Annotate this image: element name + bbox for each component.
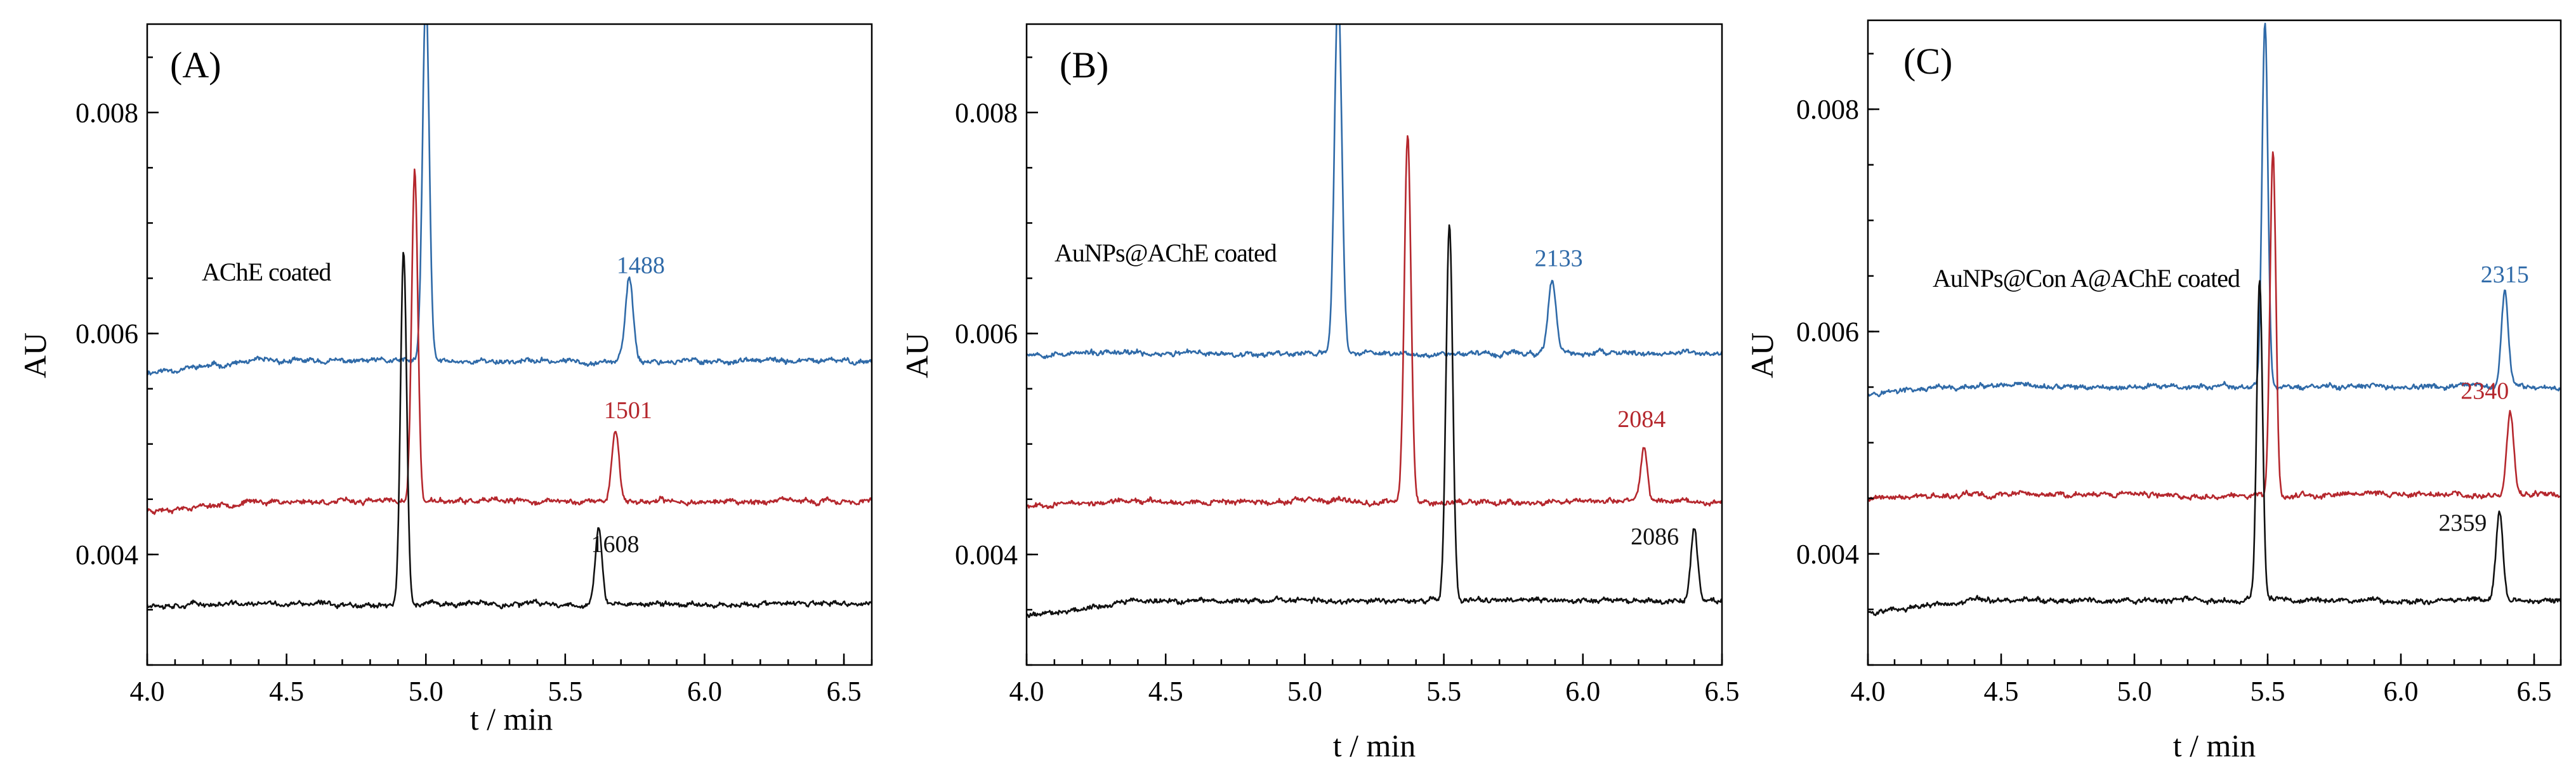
peak-label: 2340: [2461, 378, 2509, 405]
y-axis-title: AU: [899, 332, 935, 378]
peak-label: 1608: [591, 531, 640, 558]
x-tick-label: 6.0: [687, 676, 722, 707]
x-tick-label: 5.0: [409, 676, 444, 707]
x-tick-label: 5.5: [1426, 676, 1461, 707]
series-3-trace: [1027, 224, 1722, 619]
x-tick-label: 5.0: [1287, 676, 1322, 707]
x-tick-label: 6.5: [2517, 676, 2552, 707]
x-tick-label: 4.5: [269, 676, 304, 707]
series-1-trace: [147, 24, 872, 376]
y-tick-label: 0.004: [76, 539, 138, 570]
y-axis-title: AU: [17, 332, 53, 378]
peak-label: 1501: [604, 397, 652, 424]
x-tick-label: 4.0: [130, 676, 165, 707]
y-tick-label: 0.008: [76, 97, 138, 128]
traces: [147, 24, 872, 610]
peak-label: 1488: [617, 253, 665, 279]
plot-frame: [1867, 19, 2562, 666]
panel-label: (C): [1903, 41, 1952, 82]
series-2-trace: [1027, 135, 1722, 510]
plot-frame: [146, 23, 873, 666]
peak-label: 2359: [2438, 510, 2487, 536]
x-tick-label: 6.5: [1705, 676, 1740, 707]
coating-annotation: AuNPs@Con A@AChE coated: [1933, 264, 2240, 293]
y-tick-label: 0.008: [955, 97, 1018, 128]
y-tick-label: 0.006: [76, 319, 138, 350]
series-1-trace: [1868, 22, 2561, 398]
x-axis-title: t / min: [470, 701, 553, 737]
peak-label: 2084: [1617, 406, 1666, 433]
x-tick-label: 5.0: [2117, 676, 2152, 707]
x-tick-label: 5.5: [548, 676, 582, 707]
chart-panel-2: 4.0 4.5 5.0 5.5 6.0 6.5 0.004 0.006 0.008 (B) AuNP…: [899, 23, 1740, 763]
x-axis-title: t / min: [2173, 728, 2256, 763]
series-2-trace: [147, 168, 872, 515]
y-tick-label: 0.004: [955, 539, 1018, 570]
series-3-trace: [147, 251, 872, 610]
chart-panel-1: 4.0 4.5 5.0 5.5 6.0 6.5 0.004 0.006 0.008 (A) AChE…: [17, 23, 873, 737]
chart-panel-3: 4.0 4.5 5.0 5.5 6.0 6.5 0.004 0.006 0.008 (C) AuNP…: [1744, 19, 2562, 763]
coating-annotation: AuNPs@AChE coated: [1055, 239, 1277, 267]
x-tick-label: 6.5: [827, 676, 862, 707]
peak-label: 2086: [1631, 523, 1679, 550]
x-tick-label: 6.0: [1565, 676, 1600, 707]
traces: [1868, 22, 2561, 617]
y-tick-label: 0.006: [955, 319, 1018, 350]
x-tick-label: 4.0: [1009, 676, 1044, 707]
peak-label: 2315: [2481, 261, 2529, 288]
y-tick-label: 0.006: [1796, 316, 1859, 347]
coating-annotation: AChE coated: [202, 258, 331, 286]
traces: [1027, 24, 1722, 619]
x-tick-label: 4.5: [1148, 676, 1183, 707]
x-tick-label: 4.0: [1851, 676, 1886, 707]
y-tick-label: 0.008: [1796, 94, 1859, 125]
x-axis-title: t / min: [1333, 728, 1416, 763]
series-3-trace: [1868, 280, 2561, 617]
x-tick-label: 5.5: [2251, 676, 2285, 707]
x-tick-label: 6.0: [2384, 676, 2419, 707]
series-2-trace: [1868, 151, 2561, 502]
plot-frame: [1025, 23, 1723, 666]
series-1-trace: [1027, 24, 1722, 360]
y-tick-label: 0.004: [1796, 539, 1859, 570]
peak-label: 2133: [1535, 246, 1583, 272]
x-tick-label: 4.5: [1984, 676, 2019, 707]
panel-label: (B): [1060, 44, 1108, 86]
panel-label: (A): [170, 44, 221, 86]
y-axis-title: AU: [1744, 332, 1780, 378]
